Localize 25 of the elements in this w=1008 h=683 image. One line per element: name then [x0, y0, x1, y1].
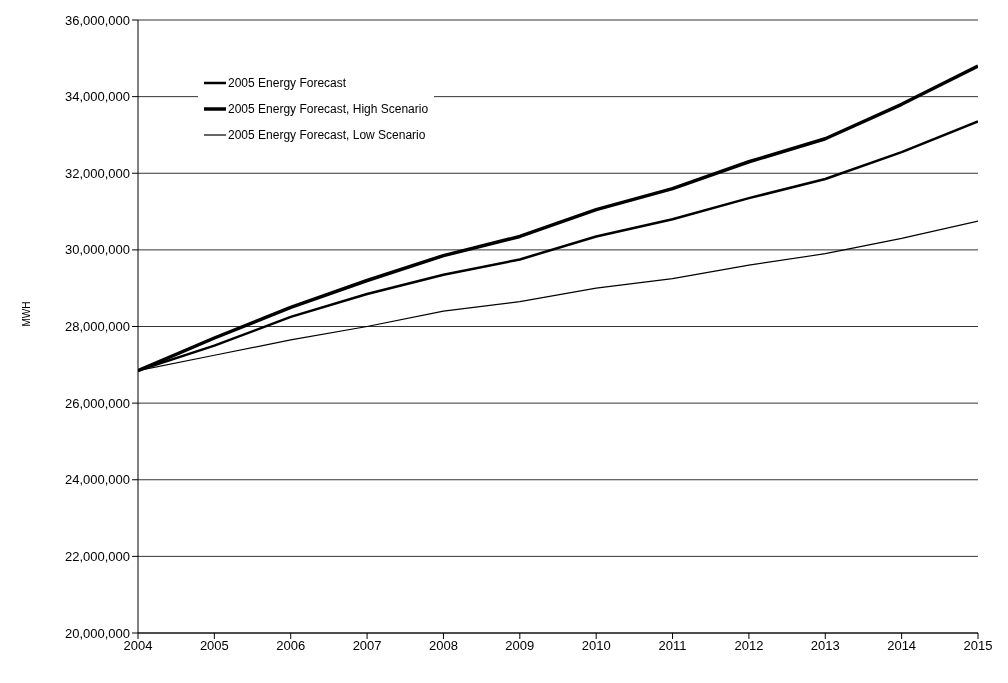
y-tick-label: 30,000,000	[64, 242, 130, 258]
x-tick-label: 2009	[505, 638, 535, 654]
legend-label: 2005 Energy Forecast, Low Scenario	[228, 127, 426, 144]
x-tick-label: 2005	[199, 638, 229, 654]
x-tick-label: 2004	[123, 638, 153, 654]
x-tick-label: 2010	[581, 638, 611, 654]
legend-label: 2005 Energy Forecast	[228, 75, 347, 92]
x-tick-label: 2006	[276, 638, 306, 654]
x-tick-label: 2011	[658, 638, 687, 654]
y-tick-label: 20,000,000	[64, 625, 130, 641]
x-tick-label: 2014	[887, 638, 917, 654]
x-tick-label: 2007	[352, 638, 382, 654]
legend-label: 2005 Energy Forecast, High Scenario	[228, 101, 429, 118]
x-tick-label: 2008	[428, 638, 458, 654]
x-tick-label: 2015	[963, 638, 993, 654]
y-axis-title: MWH	[20, 301, 32, 327]
y-tick-label: 32,000,000	[64, 165, 130, 181]
y-tick-label: 22,000,000	[64, 548, 130, 564]
x-tick-label: 2013	[810, 638, 840, 654]
y-tick-label: 34,000,000	[64, 89, 130, 105]
y-tick-label: 26,000,000	[64, 395, 130, 411]
y-tick-label: 24,000,000	[64, 472, 130, 488]
x-tick-label: 2012	[734, 638, 764, 654]
y-tick-label: 28,000,000	[64, 319, 130, 335]
y-tick-label: 36,000,000	[64, 12, 130, 28]
